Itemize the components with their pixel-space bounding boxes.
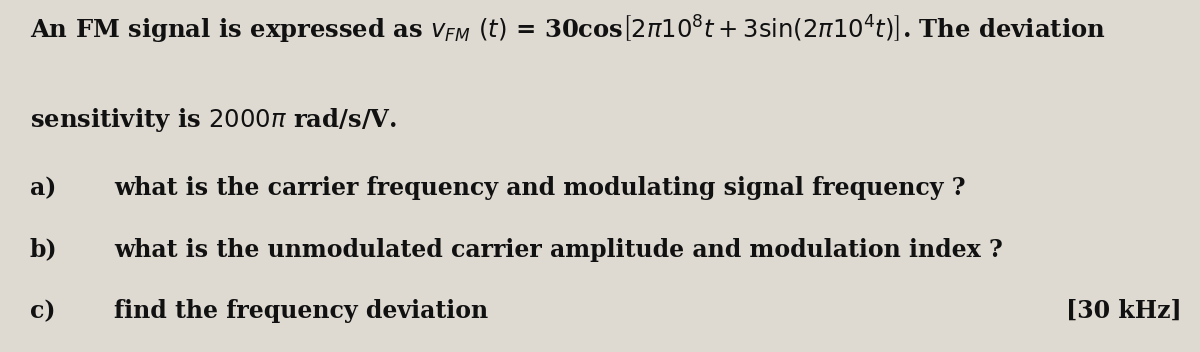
Text: [30 kHz]: [30 kHz] <box>1067 299 1182 323</box>
Text: what is the carrier frequency and modulating signal frequency ?: what is the carrier frequency and modula… <box>114 176 966 200</box>
Text: a): a) <box>30 176 56 200</box>
Text: sensitivity is $2000\pi$ rad/s/V.: sensitivity is $2000\pi$ rad/s/V. <box>30 106 397 134</box>
Text: find the frequency deviation: find the frequency deviation <box>114 299 488 323</box>
Text: what is the unmodulated carrier amplitude and modulation index ?: what is the unmodulated carrier amplitud… <box>114 238 1003 262</box>
Text: An FM signal is expressed as $v_{FM}$ $(t)$ = 30cos$\left[2\pi10^8 t + 3\sin(2\p: An FM signal is expressed as $v_{FM}$ $(… <box>30 14 1105 46</box>
Text: c): c) <box>30 299 55 323</box>
Text: b): b) <box>30 238 58 262</box>
